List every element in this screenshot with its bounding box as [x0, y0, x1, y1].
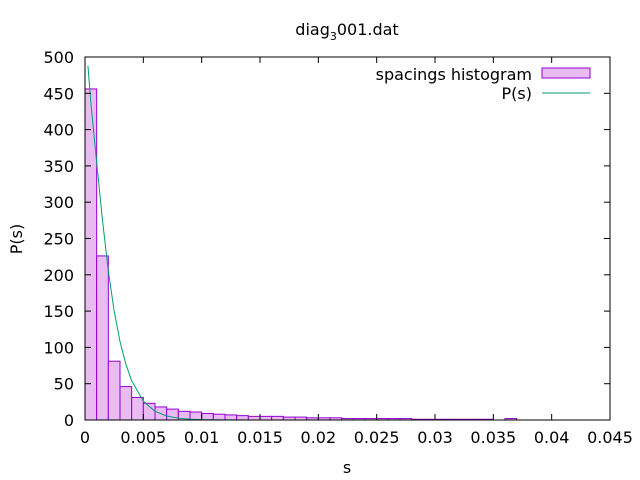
y-tick-label: 50	[54, 375, 74, 394]
y-tick-label: 200	[43, 266, 74, 285]
histogram-bar	[236, 415, 249, 421]
y-tick-label: 400	[43, 121, 74, 140]
legend-label-histogram: spacings histogram	[376, 65, 532, 84]
chart-title-main: diag	[295, 20, 330, 39]
y-tick-label: 100	[43, 338, 74, 357]
x-tick-label: 0.025	[354, 428, 400, 447]
y-tick-label: 250	[43, 230, 74, 249]
chart-title-tail: 001.dat	[337, 20, 399, 39]
x-tick-label: 0.04	[534, 428, 570, 447]
y-axis-label: P(s)	[7, 224, 26, 254]
chart-title-subscript: 3	[330, 30, 337, 43]
histogram-bar	[271, 415, 284, 421]
x-axis-ticks: 0 0.005 0.01 0.015 0.02 0.025 0.03 0.035 0.04 0.0…	[80, 57, 633, 447]
y-tick-label: 0	[64, 411, 74, 430]
legend: spacings histogram P(s)	[376, 65, 591, 103]
chart-title: diag3001.dat	[295, 20, 398, 43]
x-tick-label: 0.01	[184, 428, 220, 447]
histogram-bars	[84, 88, 518, 421]
histogram-bar	[131, 396, 144, 421]
curve-line	[87, 65, 319, 421]
legend-swatch-histogram	[541, 67, 591, 79]
histogram-bar	[107, 360, 121, 421]
histogram-bar	[259, 415, 273, 421]
y-tick-label: 300	[43, 193, 74, 212]
y-tick-label: 500	[43, 48, 74, 67]
histogram-bar	[96, 255, 109, 421]
x-axis-label: s	[343, 458, 351, 477]
x-tick-label: 0.045	[587, 428, 633, 447]
histogram-bar	[247, 415, 261, 421]
y-tick-label: 450	[43, 84, 74, 103]
x-tick-label: 0.03	[417, 428, 453, 447]
x-tick-label: 0.02	[301, 428, 337, 447]
x-tick-label: 0.035	[470, 428, 516, 447]
y-tick-label: 350	[43, 157, 74, 176]
histogram-bar	[212, 413, 226, 421]
x-tick-label: 0.015	[237, 428, 283, 447]
y-tick-label: 150	[43, 302, 74, 321]
histogram-bar	[84, 88, 98, 421]
histogram-bar	[201, 412, 214, 421]
plot-frame	[84, 56, 611, 421]
histogram-bar	[119, 386, 133, 421]
y-axis-ticks: 0 50 100 150 200 250 300 350 400 450 500	[43, 48, 610, 430]
x-tick-label: 0	[80, 428, 90, 447]
histogram-bar	[224, 414, 238, 421]
legend-label-curve: P(s)	[502, 84, 532, 103]
x-tick-label: 0.005	[120, 428, 166, 447]
